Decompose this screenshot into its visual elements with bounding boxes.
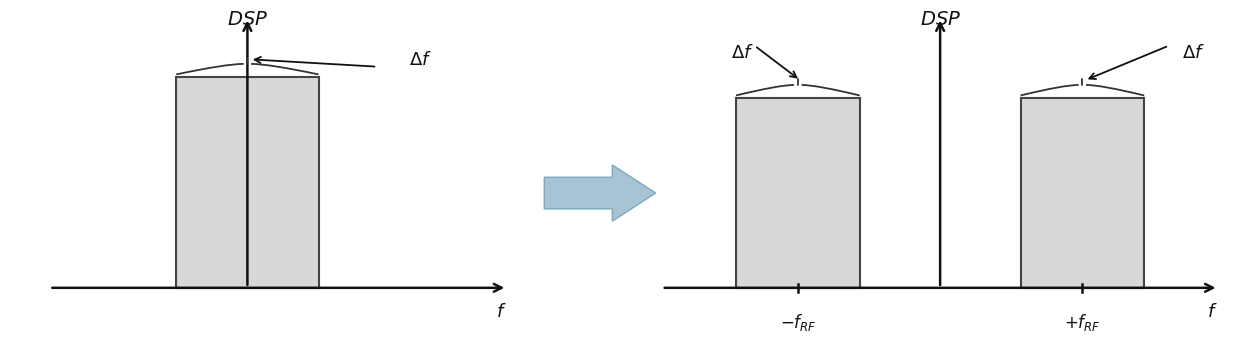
Text: $f$: $f$ [496, 303, 506, 322]
Bar [736, 98, 860, 288]
Text: $+f_{RF}$: $+f_{RF}$ [1064, 312, 1101, 333]
Bar [1021, 98, 1144, 288]
Text: $\Delta f$: $\Delta f$ [409, 51, 432, 69]
FancyArrow shape [544, 165, 656, 221]
Bar [176, 77, 319, 288]
Text: $\Delta f$: $\Delta f$ [1183, 44, 1205, 62]
Text: $DSP$: $DSP$ [919, 11, 961, 28]
Text: $DSP$: $DSP$ [226, 11, 268, 28]
Text: $f$: $f$ [1207, 303, 1217, 322]
Text: $-f_{RF}$: $-f_{RF}$ [779, 312, 816, 333]
Text: $\Delta f$: $\Delta f$ [731, 44, 753, 62]
